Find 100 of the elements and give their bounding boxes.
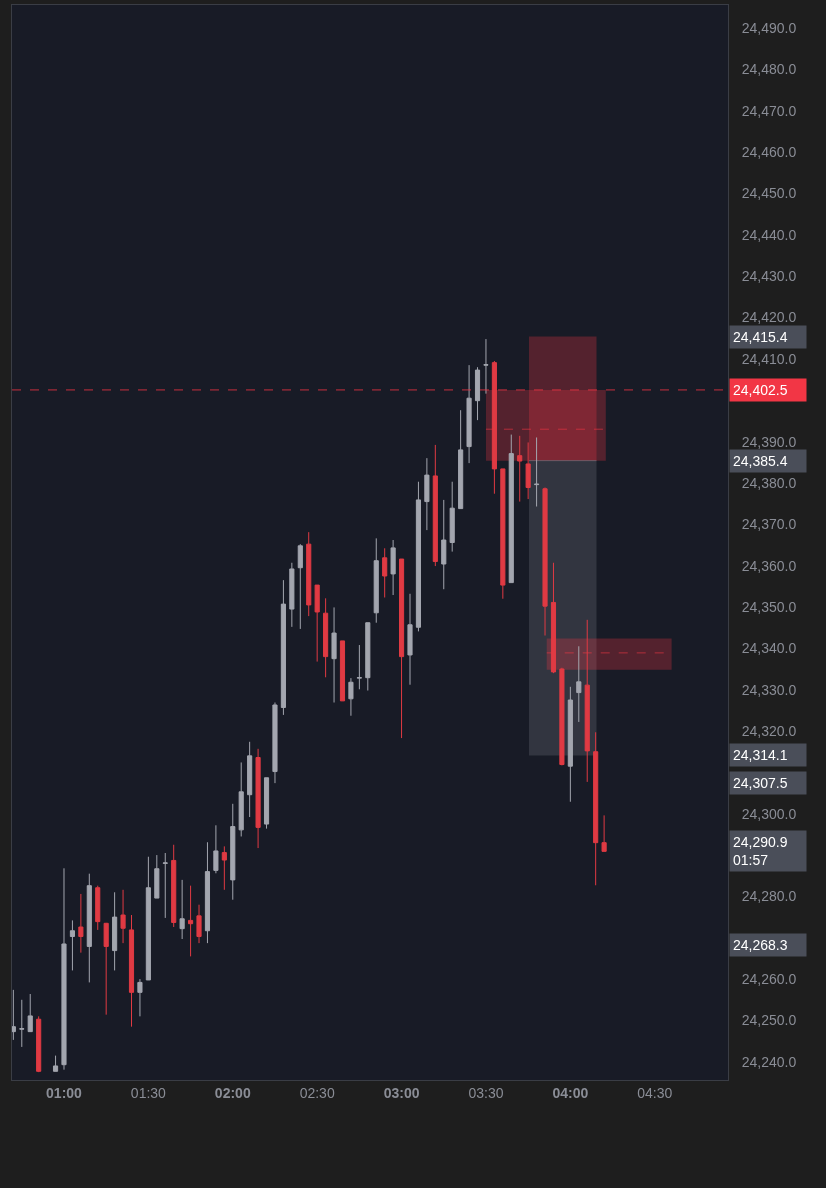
- candlestick: [331, 606, 337, 704]
- candlestick: [69, 919, 75, 971]
- y-tick-label: 24,300.0: [741, 805, 797, 822]
- candlestick: [78, 893, 84, 954]
- candlestick: [525, 441, 531, 500]
- candlestick: [424, 457, 430, 531]
- y-tick-label: 24,360.0: [741, 557, 797, 574]
- candlestick: [559, 667, 565, 766]
- candlestick: [415, 481, 422, 632]
- candlestick: [36, 1015, 42, 1073]
- candlestick: [52, 1055, 59, 1072]
- candlestick: [567, 686, 573, 803]
- candlestick: [483, 338, 489, 395]
- candlestick: [238, 761, 244, 837]
- candlestick: [508, 434, 514, 584]
- candlestick: [356, 644, 362, 690]
- candlestick: [137, 978, 143, 1017]
- text: 24,307.5: [733, 775, 788, 791]
- candlestick: [458, 409, 464, 510]
- candlestick: [576, 645, 582, 723]
- text: 24,290.9 01:57: [733, 834, 788, 869]
- candlestick: [584, 619, 590, 783]
- y-tick-label: 24,250.0: [741, 1012, 797, 1029]
- candlestick: [491, 360, 497, 495]
- y-tick-label: 24,440.0: [741, 226, 797, 243]
- y-tick-label: 24,280.0: [741, 888, 797, 905]
- y-tick-label: 24,430.0: [741, 268, 797, 285]
- candlestick: [297, 543, 303, 630]
- x-tick-label: 01:30: [130, 1084, 167, 1101]
- x-tick-label: 02:30: [299, 1084, 335, 1101]
- candlestick: [289, 562, 295, 628]
- x-tick-label: 01:00: [46, 1084, 83, 1101]
- candlestick: [213, 824, 219, 874]
- candlestick: [517, 435, 523, 503]
- candlestick: [112, 891, 118, 971]
- y-tick-label: 24,420.0: [741, 309, 797, 326]
- candlestick: [534, 436, 540, 508]
- ref-line-label: 24,402.5: [733, 382, 788, 398]
- candlestick: [390, 539, 396, 596]
- candlestick: [179, 879, 185, 940]
- y-tick-label: 24,460.0: [741, 144, 797, 161]
- candlestick: [500, 468, 506, 600]
- candlestick: [171, 844, 177, 928]
- x-tick-label: 04:00: [552, 1084, 589, 1101]
- candlestick: [542, 487, 548, 637]
- candlestick: [95, 885, 101, 931]
- candlestick: [221, 845, 227, 891]
- y-tick-label: 24,490.0: [741, 20, 797, 37]
- candlestick: [263, 777, 270, 830]
- candlestick: [145, 856, 151, 981]
- candlestick: [19, 999, 25, 1048]
- candlestick: [188, 885, 194, 957]
- y-tick-label: 24,480.0: [741, 61, 797, 78]
- candlestick: [120, 889, 126, 944]
- candlestick: [601, 814, 607, 852]
- y-tick-label: 24,320.0: [741, 722, 797, 739]
- candlestick: [382, 547, 388, 598]
- text: 24,415.4: [733, 329, 788, 345]
- x-tick-label: 02:00: [214, 1084, 251, 1101]
- y-tick-label: 24,450.0: [741, 185, 797, 202]
- y-tick-label: 24,390.0: [741, 433, 797, 450]
- y-tick-label: 24,240.0: [741, 1053, 797, 1070]
- y-tick-label: 24,260.0: [741, 971, 797, 988]
- x-tick-label: 03:00: [383, 1084, 420, 1101]
- text: 24,268.3: [733, 937, 788, 953]
- candlestick: [432, 444, 438, 567]
- y-tick-label: 24,330.0: [741, 681, 797, 698]
- text: 24,314.1: [733, 747, 788, 763]
- y-tick-label: 24,380.0: [741, 474, 797, 491]
- candlestick: [339, 640, 346, 702]
- candlestick: [593, 731, 599, 886]
- candlestick: [128, 914, 135, 1028]
- candlestick: [154, 854, 160, 899]
- candlestick: [550, 562, 557, 674]
- candlestick: [466, 364, 472, 464]
- candlestick: [61, 867, 67, 1071]
- candlestick: [162, 852, 168, 919]
- candlestick: [280, 579, 286, 716]
- candlestick: [407, 593, 413, 686]
- candlestick: [86, 873, 92, 983]
- y-tick-label: 24,370.0: [741, 516, 797, 533]
- y-tick-label: 24,340.0: [741, 640, 797, 657]
- candlestick: [230, 803, 236, 901]
- candlestick: [441, 499, 447, 590]
- candlestick: [103, 922, 109, 1016]
- candlestick: [373, 537, 379, 624]
- candlestick: [27, 993, 33, 1033]
- candlestick: [365, 622, 371, 692]
- candlestick: [348, 677, 354, 717]
- candlestick: [204, 841, 211, 944]
- candlestick: [306, 531, 312, 617]
- x-tick-label: 03:30: [468, 1084, 504, 1101]
- candlestick: [272, 702, 278, 784]
- candlestick: [12, 989, 16, 1041]
- candlestick: [247, 741, 253, 818]
- candlestick: [196, 904, 202, 944]
- candlestick: [449, 481, 455, 553]
- candlestick: [474, 366, 481, 421]
- text: 24,385.4: [733, 453, 788, 469]
- y-tick-label: 24,350.0: [741, 598, 797, 615]
